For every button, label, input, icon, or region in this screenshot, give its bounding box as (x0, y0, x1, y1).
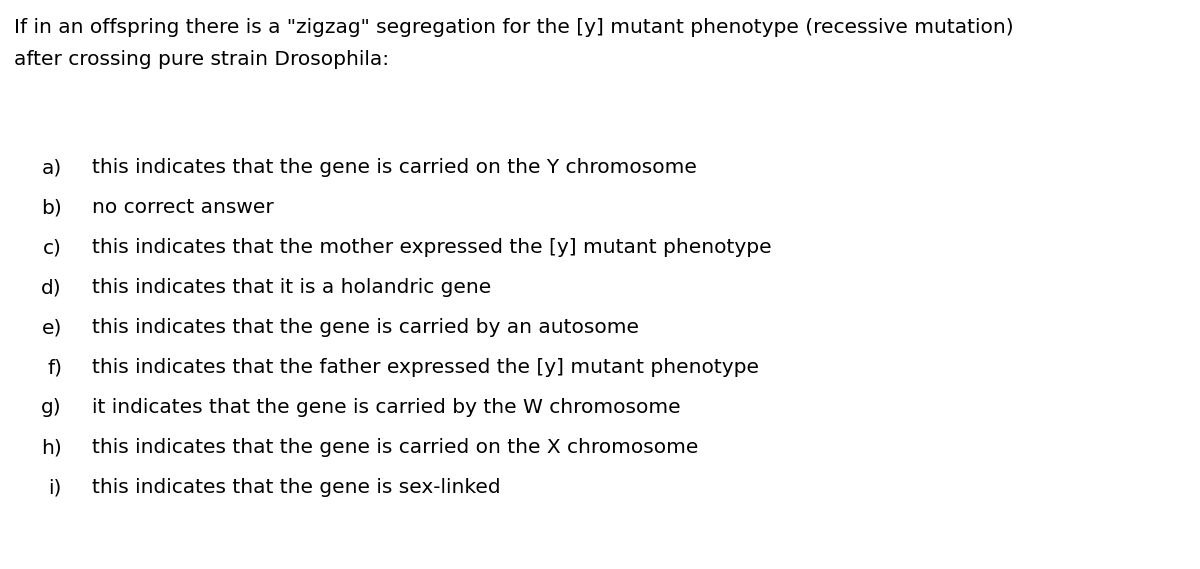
Text: this indicates that the gene is carried by an autosome: this indicates that the gene is carried … (92, 318, 640, 337)
Text: this indicates that the gene is sex-linked: this indicates that the gene is sex-link… (92, 478, 500, 497)
Text: i): i) (49, 478, 62, 497)
Text: g): g) (41, 398, 62, 417)
Text: after crossing pure strain Drosophila:: after crossing pure strain Drosophila: (14, 50, 389, 69)
Text: a): a) (42, 158, 62, 177)
Text: If in an offspring there is a "zigzag" segregation for the [y] mutant phenotype : If in an offspring there is a "zigzag" s… (14, 18, 1014, 37)
Text: f): f) (47, 358, 62, 377)
Text: this indicates that it is a holandric gene: this indicates that it is a holandric ge… (92, 278, 491, 297)
Text: e): e) (42, 318, 62, 337)
Text: it indicates that the gene is carried by the W chromosome: it indicates that the gene is carried by… (92, 398, 680, 417)
Text: no correct answer: no correct answer (92, 198, 274, 217)
Text: this indicates that the father expressed the [y] mutant phenotype: this indicates that the father expressed… (92, 358, 760, 377)
Text: this indicates that the mother expressed the [y] mutant phenotype: this indicates that the mother expressed… (92, 238, 772, 257)
Text: c): c) (43, 238, 62, 257)
Text: this indicates that the gene is carried on the X chromosome: this indicates that the gene is carried … (92, 438, 698, 457)
Text: h): h) (41, 438, 62, 457)
Text: b): b) (41, 198, 62, 217)
Text: d): d) (41, 278, 62, 297)
Text: this indicates that the gene is carried on the Y chromosome: this indicates that the gene is carried … (92, 158, 697, 177)
